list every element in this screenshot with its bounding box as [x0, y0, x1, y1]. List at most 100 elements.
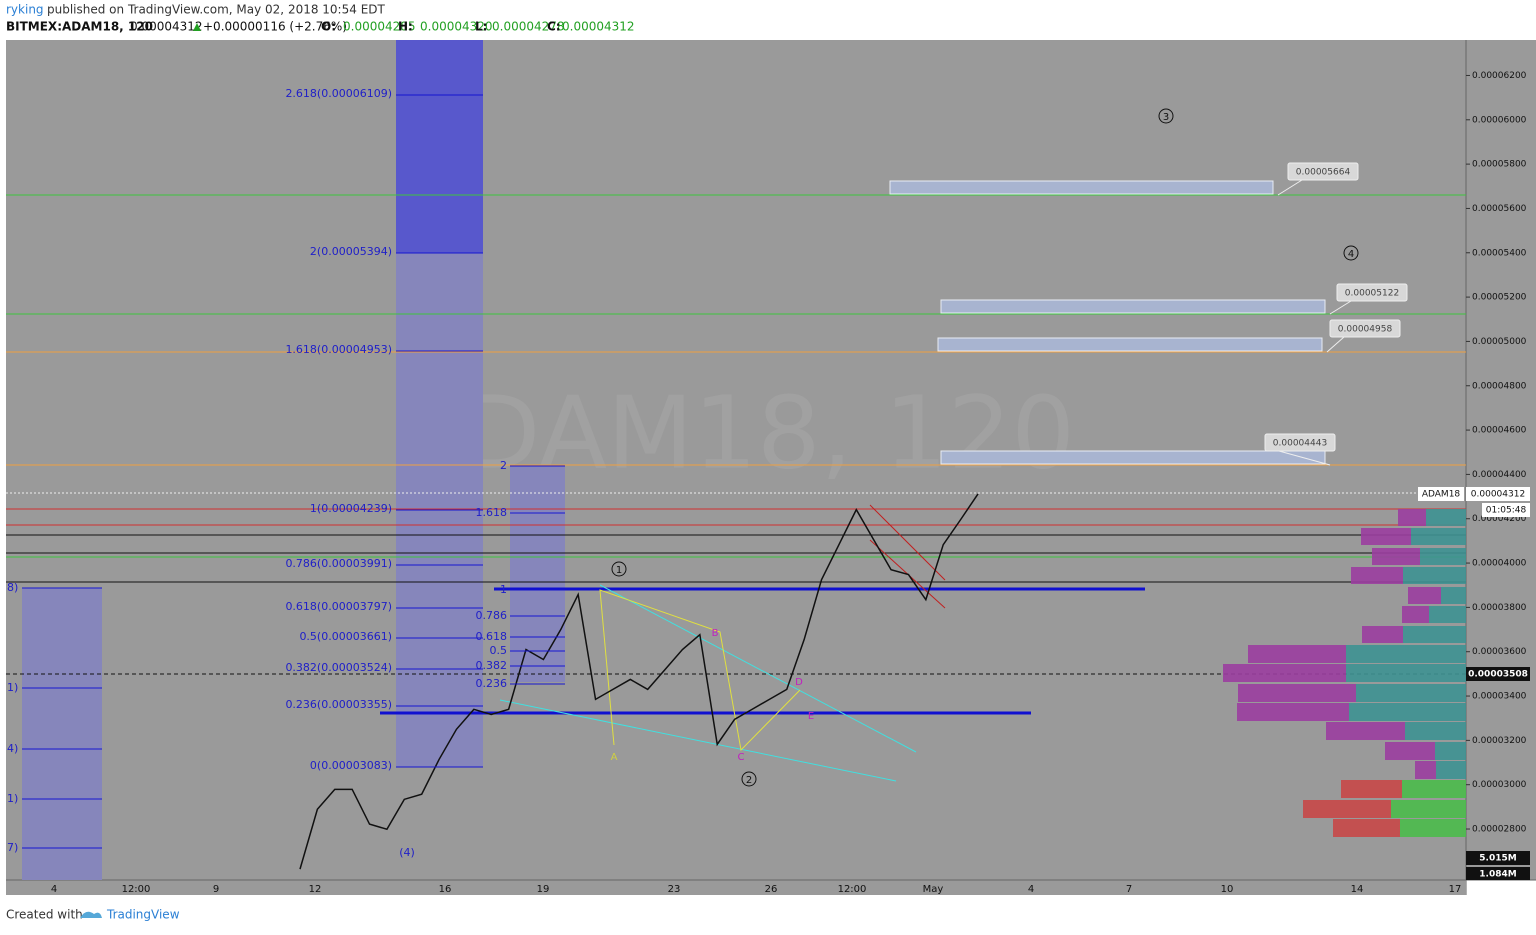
y-tick-label: 0.00005200	[1472, 293, 1527, 303]
y-tick-label: 0.00004200	[1472, 514, 1527, 524]
fib-label: 0.786	[476, 609, 508, 622]
profile-bar	[1405, 722, 1466, 740]
profile-bar	[1349, 703, 1466, 721]
wave-label: 4	[1348, 249, 1354, 260]
profile-bar	[1435, 742, 1466, 760]
y-tick-label: 0.00003000	[1472, 780, 1527, 790]
watermark: ADAM18, 120	[395, 374, 1075, 491]
x-tick-label: 12:00	[838, 884, 867, 895]
profile-bar	[1398, 509, 1426, 526]
footer-brand[interactable]: TradingView	[106, 908, 180, 922]
profile-bar	[1326, 722, 1405, 740]
fib-label: 4)	[7, 742, 18, 755]
x-tick-label: 17	[1449, 884, 1462, 895]
author[interactable]: ryking	[6, 3, 44, 17]
y-tick-label: 0.00004000	[1472, 559, 1527, 569]
y-tick-label: 0.00006000	[1472, 115, 1527, 125]
fib-label: 0.382(0.00003524)	[285, 661, 392, 674]
pattern-letter: D	[795, 677, 803, 688]
y-tick-label: 0.00006200	[1472, 71, 1527, 81]
wave-circle	[1158, 108, 1174, 124]
profile-bar	[1385, 742, 1435, 760]
tag-bg	[1466, 487, 1530, 501]
fib-label: 0.618	[476, 630, 508, 643]
fib-zone	[510, 466, 565, 682]
fib-label: 0.786(0.00003991)	[285, 557, 392, 570]
wave-note: (4)	[399, 846, 415, 859]
fib-label: 2(0.00005394)	[310, 245, 392, 258]
x-tick-label: 9	[213, 884, 219, 895]
target-box	[940, 299, 1326, 314]
target-box	[940, 450, 1326, 465]
profile-bar	[1411, 528, 1466, 545]
ohlc-value: 0.00004312	[562, 20, 635, 34]
y-tick-label: 0.00003600	[1472, 647, 1527, 657]
pattern-letter: C	[738, 752, 745, 763]
target-tag	[1287, 162, 1359, 181]
ohlc-value: 0.00004278	[492, 20, 565, 34]
fib-label: 0.618(0.00003797)	[285, 600, 392, 613]
profile-bar	[1426, 509, 1466, 526]
wave-circle	[741, 771, 757, 787]
profile-bar	[1429, 606, 1466, 623]
price-line	[299, 493, 979, 870]
y-tick-label: 0.00005000	[1472, 337, 1527, 347]
profile-bar	[1436, 761, 1466, 779]
profile-bar	[1402, 780, 1466, 798]
wave-circle	[611, 561, 627, 577]
y-tick-label: 0.00002800	[1472, 825, 1527, 835]
profile-bar	[1361, 528, 1411, 545]
profile-bar	[1402, 606, 1429, 623]
profile-bar	[1303, 800, 1391, 818]
wave-circle	[1343, 245, 1359, 261]
ohlc-label: O:	[321, 20, 336, 34]
profile-bar	[1356, 684, 1466, 702]
profile-bar	[1346, 645, 1466, 663]
target-tag	[1329, 319, 1401, 338]
fib-label: 1)	[7, 681, 18, 694]
fib-label: 1(0.00004239)	[310, 502, 392, 515]
target-box	[889, 180, 1274, 195]
wave-label: 3	[1163, 112, 1169, 123]
pattern-letter: E	[808, 711, 814, 722]
fib-label: 0.382	[476, 659, 508, 672]
volume-profile	[1223, 509, 1466, 837]
last-price: 0.00004312	[130, 20, 203, 34]
price-axis	[1466, 40, 1536, 880]
profile-bar	[1346, 664, 1466, 682]
y-tick-label: 0.00003800	[1472, 603, 1527, 613]
tag-bg	[1466, 851, 1530, 865]
fib-label: 0.236	[476, 677, 508, 690]
y-tick-label: 0.00004600	[1472, 426, 1527, 436]
time-axis	[6, 880, 1466, 895]
ohlc-label: L:	[475, 20, 487, 34]
ohlc-value: 0.00004285	[343, 20, 416, 34]
target-tag	[1264, 433, 1336, 452]
target-tag	[1336, 283, 1408, 302]
x-tick-label: 16	[439, 884, 452, 895]
profile-bar	[1415, 761, 1436, 779]
wave-label: 2	[746, 775, 752, 786]
x-tick-label: 26	[765, 884, 778, 895]
target-label: 0.00004958	[1338, 325, 1393, 335]
trend-line	[499, 699, 897, 782]
target-label: 0.00005664	[1296, 168, 1351, 178]
x-tick-label: 23	[668, 884, 681, 895]
fib-label: 0.5(0.00003661)	[299, 630, 392, 643]
y-tick-label: 0.00003400	[1472, 692, 1527, 702]
x-tick-label: 10	[1221, 884, 1234, 895]
target-label: 0.00004443	[1273, 439, 1327, 449]
wave-label: 1	[616, 565, 622, 576]
footer-text: Created with	[6, 908, 83, 922]
harmonic-pattern	[599, 589, 801, 752]
y-tick-label: 0.00005600	[1472, 204, 1527, 214]
logo	[80, 911, 102, 918]
x-tick-label: 19	[537, 884, 550, 895]
profile-bar	[1391, 800, 1466, 818]
profile-bar	[1237, 703, 1349, 721]
fib-label: 7)	[7, 841, 18, 854]
marker-tag: 0.00003508	[1468, 670, 1528, 680]
profile-bar	[1362, 626, 1403, 643]
profile-bar	[1238, 684, 1356, 702]
